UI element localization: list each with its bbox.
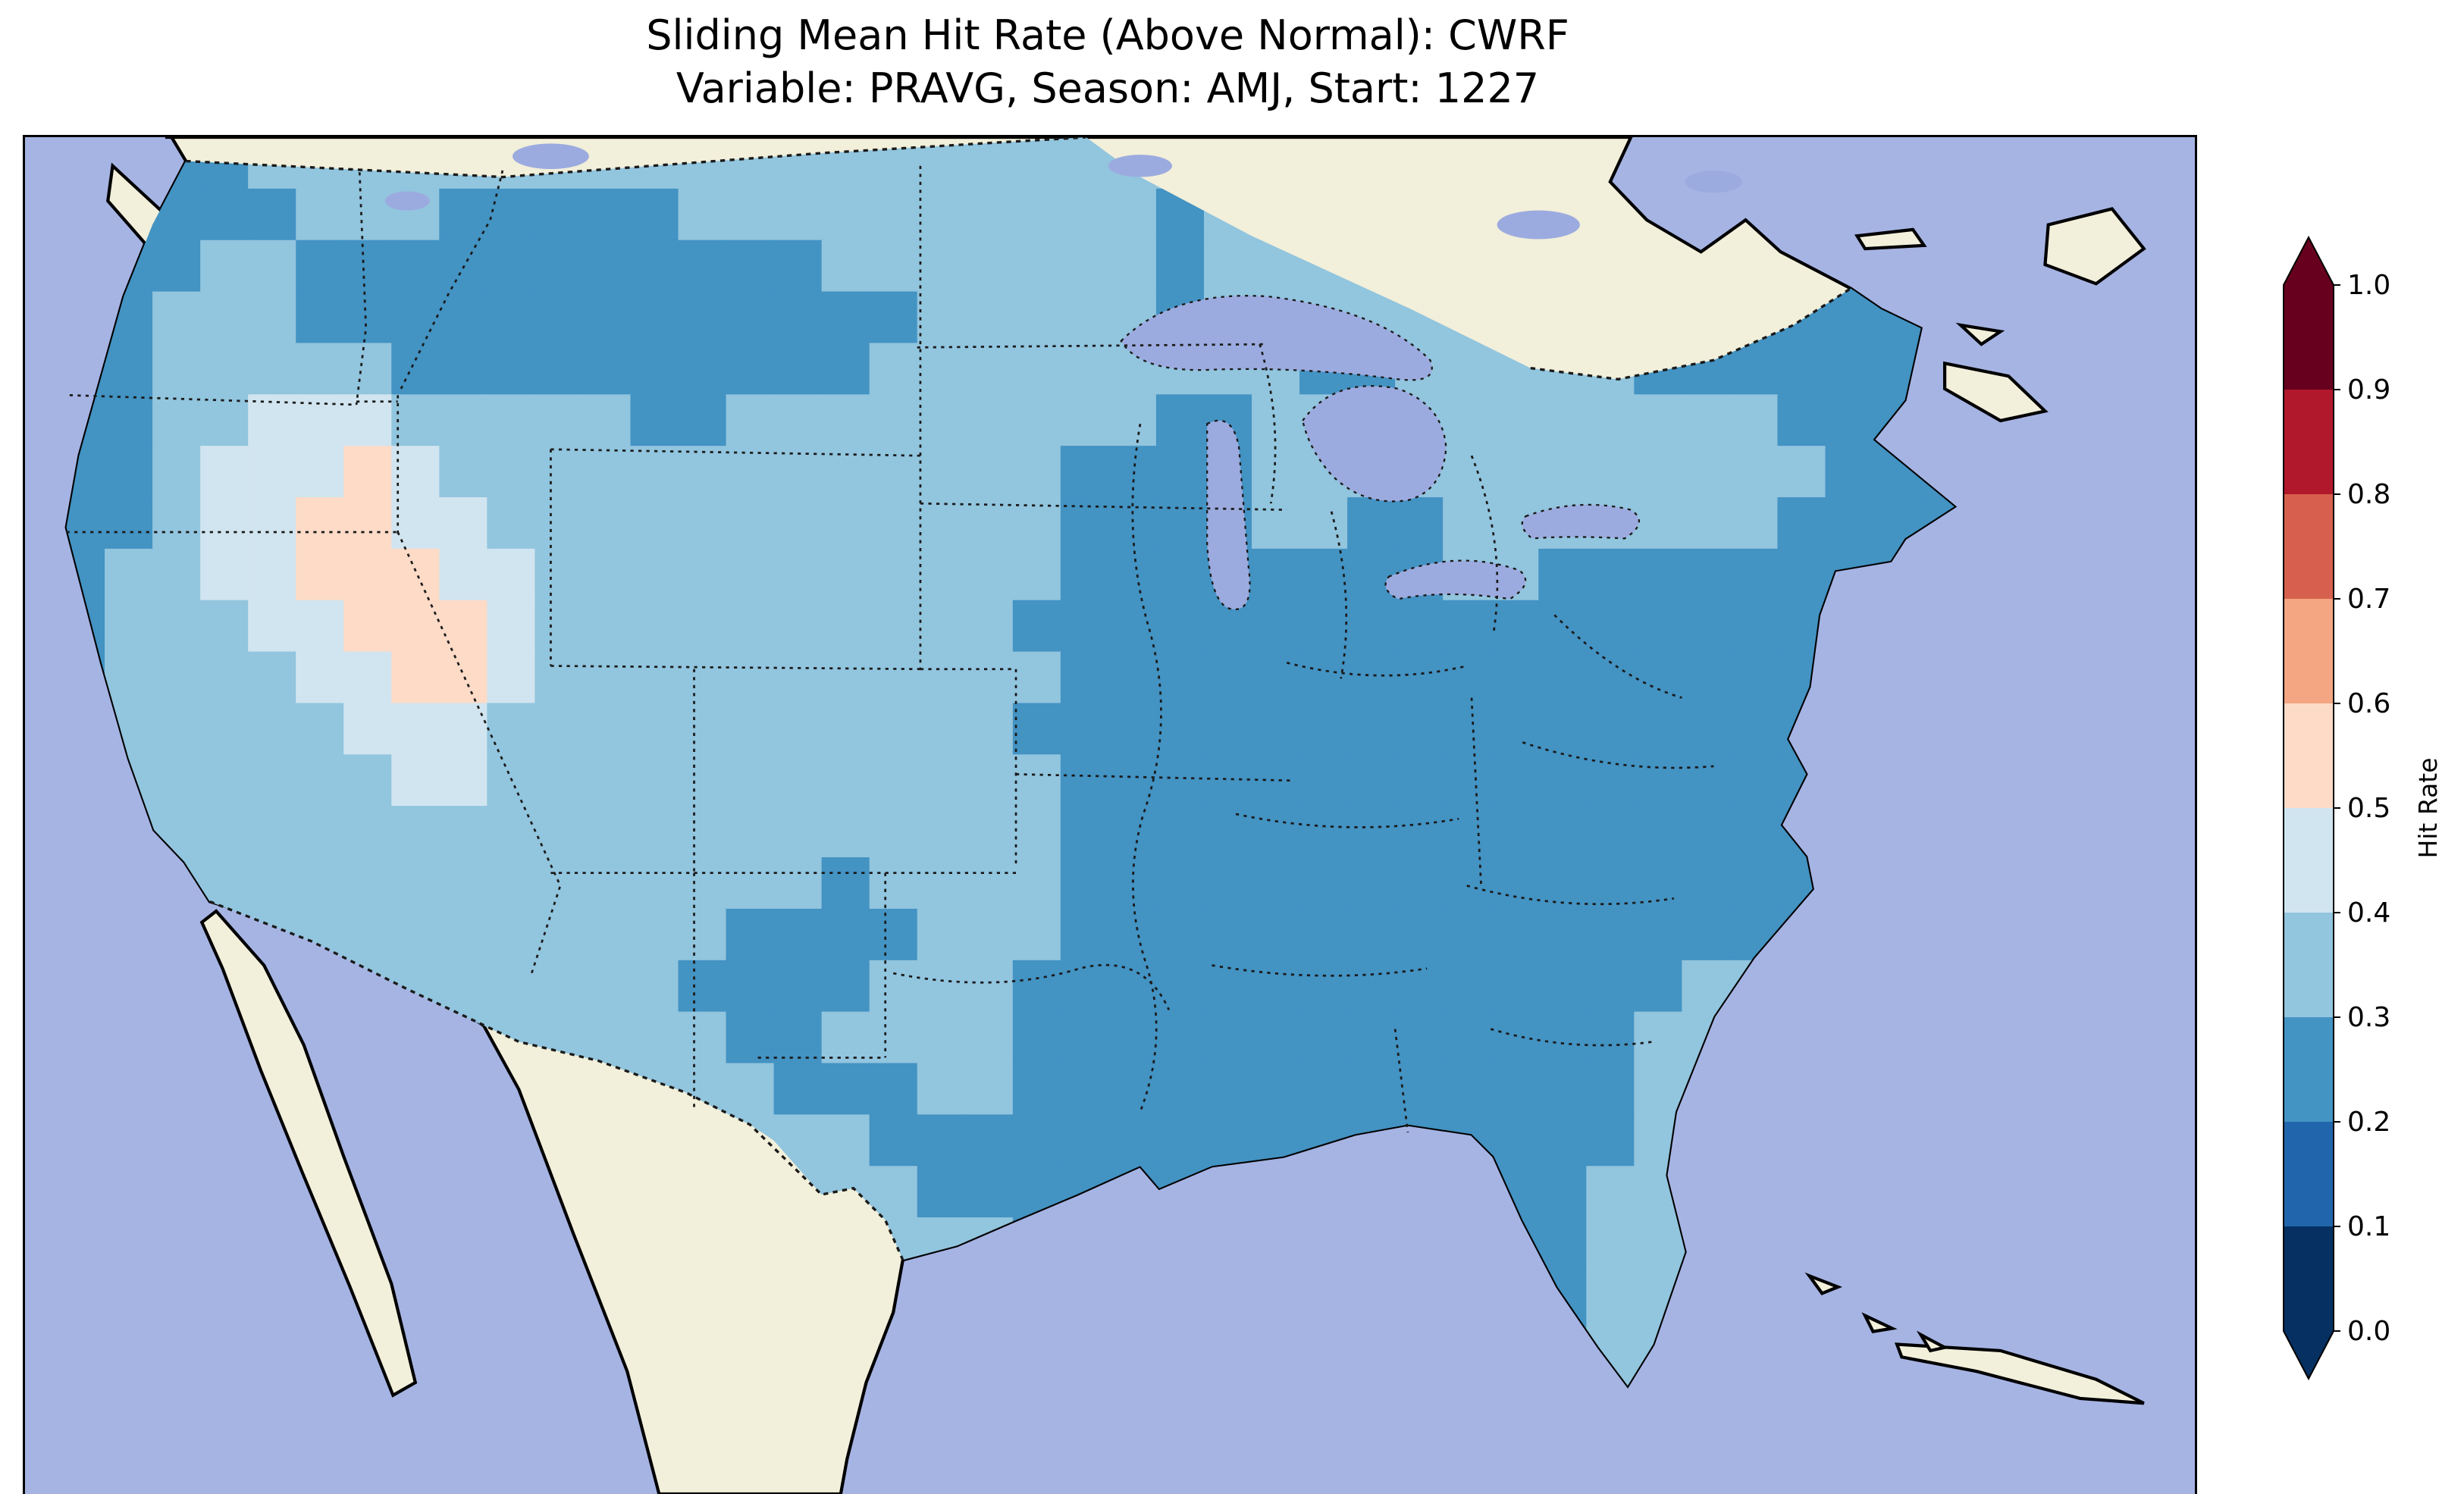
colorbar-over-arrow — [2284, 237, 2334, 285]
colorbar-tick-label: 0.6 — [2347, 688, 2390, 719]
plot-title-block: Sliding Mean Hit Rate (Above Normal): CW… — [23, 9, 2193, 115]
colorbar-tick-label: 0.2 — [2347, 1107, 2390, 1138]
islands — [106, 162, 2146, 1405]
colorbar: 1.0 0.9 0.8 0.7 0.6 0.5 0.4 0.3 0.2 0.1 0.0 Hit Rat… — [2267, 233, 2461, 1389]
colorbar-under-arrow — [2284, 1331, 2334, 1379]
plot-title: Sliding Mean Hit Rate (Above Normal): CW… — [646, 11, 1569, 59]
map-canvas — [25, 137, 2195, 1494]
colorbar-ticks: 1.0 0.9 0.8 0.7 0.6 0.5 0.4 0.3 0.2 0.1 0.0 — [2334, 270, 2390, 1347]
colorbar-tick-label: 0.7 — [2347, 584, 2390, 615]
colorbar-tick-label: 0.0 — [2347, 1316, 2390, 1347]
colorbar-tick-label: 0.8 — [2347, 479, 2390, 510]
colorbar-tick-label: 0.9 — [2347, 374, 2390, 406]
colorbar-canvas: 1.0 0.9 0.8 0.7 0.6 0.5 0.4 0.3 0.2 0.1 0.0 Hit Rat… — [2283, 235, 2443, 1381]
state-borders — [66, 165, 1714, 1133]
colorbar-label: Hit Rate — [2413, 757, 2443, 858]
colorbar-bar — [2283, 235, 2334, 1381]
plot-subtitle: Variable: PRAVG, Season: AMJ, Start: 122… — [676, 64, 1540, 113]
colorbar-tick-label: 1.0 — [2347, 270, 2390, 301]
colorbar-tick-label: 0.3 — [2347, 1002, 2390, 1033]
great-lakes — [384, 143, 1743, 610]
us-hit-rate-map — [23, 135, 2197, 1494]
international-borders — [186, 137, 1852, 1261]
colorbar-tick-label: 0.1 — [2347, 1211, 2390, 1242]
colorbar-tick-label: 0.5 — [2347, 793, 2390, 824]
colorbar-tick-label: 0.4 — [2347, 897, 2390, 929]
